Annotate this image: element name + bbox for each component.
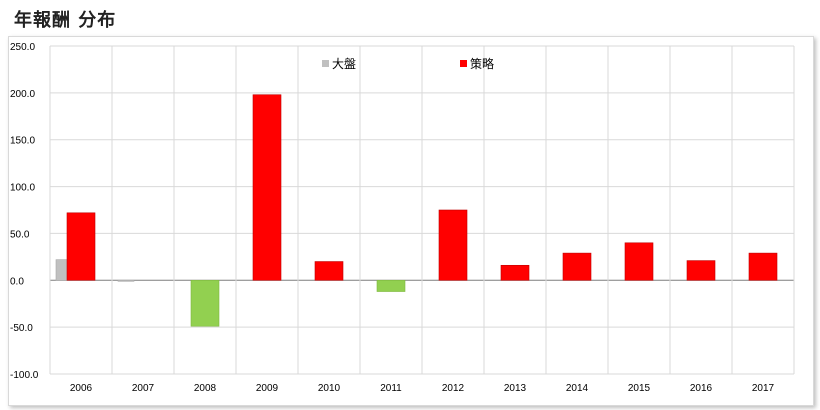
chart-frame: [8, 36, 814, 406]
header-bar: 年報酬 分布: [0, 0, 820, 36]
bar-策略-2016: [686, 260, 716, 281]
bar-策略-2010: [314, 261, 344, 281]
bars: [55, 94, 778, 327]
legend-swatch: [460, 60, 467, 67]
y-tick-label: 250.0: [10, 42, 35, 53]
bar-策略-2009: [252, 94, 282, 281]
bar-策略-2006: [66, 212, 96, 281]
x-tick-label: 2017: [752, 383, 775, 394]
bar-策略-2012: [438, 209, 468, 281]
y-axis-ticks: 250.0 200.0 150.0 100.0 50.0 0.0 -50.0 -100.0: [10, 42, 39, 381]
x-tick-label: 2009: [256, 383, 279, 394]
x-tick-label: 2006: [70, 383, 93, 394]
bar-策略-2015: [624, 242, 654, 281]
bar-策略-2014: [562, 252, 592, 281]
y-tick-label: 50.0: [10, 229, 30, 240]
legend-swatch: [322, 60, 329, 67]
y-tick-label: 0.0: [10, 276, 24, 287]
x-tick-label: 2008: [194, 383, 217, 394]
bar-策略-2011: [376, 279, 406, 292]
legend-label: 大盤: [332, 57, 356, 71]
x-tick-label: 2013: [504, 383, 527, 394]
x-tick-label: 2010: [318, 383, 341, 394]
y-tick-label: -100.0: [10, 370, 39, 381]
x-tick-label: 2014: [566, 383, 589, 394]
chart-title: 年報酬 分布: [14, 10, 117, 31]
x-axis-ticks: 2006 2007 2008 2009 2010 2011 2012 2013 2014 2015…: [70, 383, 775, 394]
bar-策略-2017: [748, 252, 778, 281]
legend-label: 策略: [470, 56, 494, 71]
y-tick-label: 150.0: [10, 136, 35, 147]
x-tick-label: 2007: [132, 383, 155, 394]
x-tick-label: 2015: [628, 383, 651, 394]
x-tick-label: 2016: [690, 383, 713, 394]
y-tick-label: 100.0: [10, 183, 35, 194]
y-tick-label: -50.0: [10, 323, 33, 334]
legend: 大盤 策略: [322, 56, 494, 71]
x-tick-label: 2011: [380, 383, 402, 394]
y-tick-label: 200.0: [10, 89, 35, 100]
bar-大盤-2007: [117, 279, 135, 282]
x-tick-label: 2012: [442, 383, 465, 394]
bar-策略-2013: [500, 264, 530, 281]
bar-策略-2008: [190, 279, 220, 327]
grid-lines: [49, 45, 795, 375]
